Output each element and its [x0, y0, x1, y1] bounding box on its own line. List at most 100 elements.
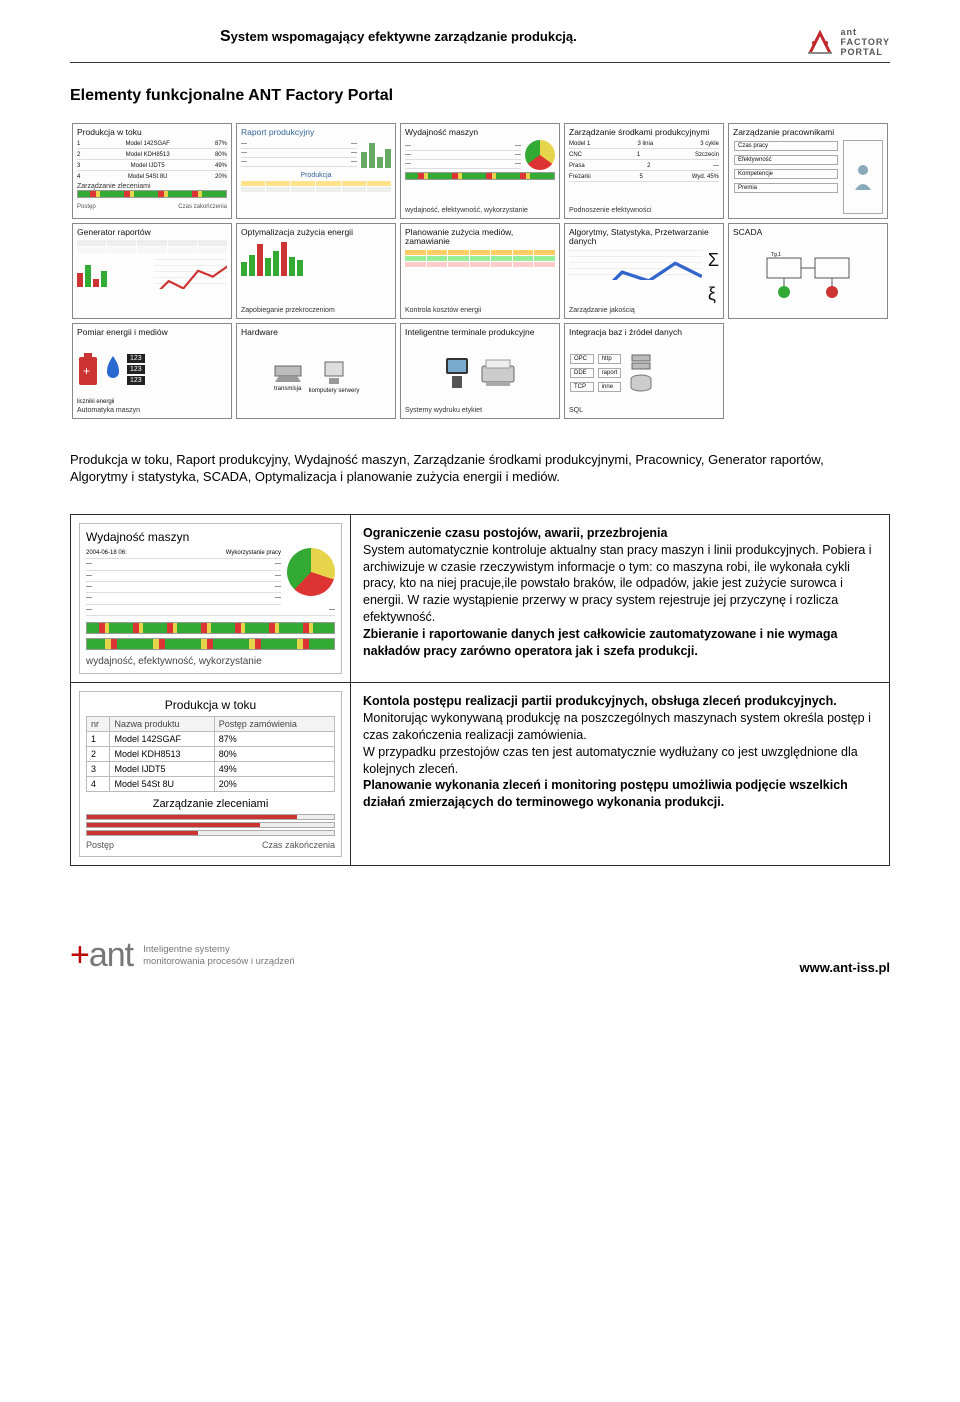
tile-title: Hardware [241, 328, 391, 338]
widget-sub: Zarządzanie zleceniami [86, 798, 335, 810]
meter-value: 123 [127, 365, 145, 374]
th: Nazwa produktu [110, 717, 214, 732]
ant-logo-icon [806, 29, 834, 57]
td: 20% [214, 777, 334, 792]
footer-brand: +ant Inteligentne systemy monitorowania … [70, 936, 295, 975]
header-logo: ant FACTORY PORTAL [806, 28, 890, 58]
tile-caption: Systemy wydruku etykiet [405, 407, 555, 414]
tile-raport-produkcyjny: Raport produkcyjny —— —— —— Produkc [236, 123, 396, 219]
meter-value: 123 [127, 376, 145, 385]
tile-title: Integracja baz i źródeł danych [569, 328, 719, 338]
feature-lead: Kontola postępu realizacji partii produk… [363, 694, 837, 708]
tile-title: Pomiar energii i mediów [77, 328, 227, 338]
tile-title: Planowanie zużycia mediów, zamawianie [405, 228, 555, 248]
tile-title: Zarządzanie pracownikami [733, 128, 883, 138]
td: 49% [214, 762, 334, 777]
th: Postęp zamówienia [214, 717, 334, 732]
tile-title: Produkcja w toku [77, 128, 227, 138]
tile-caption: komputery serwery [309, 388, 360, 394]
tile-pracownicy: Zarządzanie pracownikami Czas pracyEfekt… [728, 123, 888, 219]
tile-srodki-produkcyjne: Zarządzanie środkami produkcyjnymi Model… [564, 123, 724, 219]
svg-text:+: + [83, 364, 90, 378]
widget-title: Produkcja w toku [86, 698, 335, 712]
widget-footer: wydajność, efektywność, wykorzystanie [86, 656, 335, 667]
tile-title: Optymalizacja zużycia energii [241, 228, 391, 238]
integration-tag: raport [598, 368, 622, 378]
tile-caption: Zarządzanie zleceniami [77, 183, 227, 190]
tile-optymalizacja-energii: Optymalizacja zużycia energii Zapobiegan… [236, 223, 396, 319]
product-table: nr Nazwa produktu Postęp zamówienia 1Mod… [86, 716, 335, 792]
tile-title: Algorytmy, Statystyka, Przetwarzanie dan… [569, 228, 719, 248]
integration-tag: TCP [570, 382, 594, 392]
td: Model 54St 8U [110, 777, 214, 792]
table-row: Wydajność maszyn 2004-06-18 06:Wykorzyst… [71, 514, 890, 682]
tile-integracja: Integracja baz i źródeł danych OPC http … [564, 323, 724, 419]
tile-produkcja-w-toku: Produkcja w toku 1Model 142SGAF87% 2Mode… [72, 123, 232, 219]
tile-caption: Kontrola kosztów energii [405, 307, 555, 314]
td: Model IJDT5 [110, 762, 214, 777]
tile-empty [728, 323, 888, 419]
feature-text-cell: Kontola postępu realizacji partii produk… [351, 683, 890, 866]
tile-title: Wydajność maszyn [405, 128, 555, 138]
tile-algorytmy: Algorytmy, Statystyka, Przetwarzanie dan… [564, 223, 724, 319]
section-title: Elementy funkcjonalne ANT Factory Portal [70, 87, 890, 105]
td: 2 [87, 747, 110, 762]
tile-scada: SCADA Tg.1 [728, 223, 888, 319]
tile-hardware: Hardware transmisja komputery serwery [236, 323, 396, 419]
feature-body2: Planowanie wykonania zleceń i monitoring… [363, 778, 848, 809]
tile-planowanie-mediow: Planowanie zużycia mediów, zamawianie Ko… [400, 223, 560, 319]
tiles-grid: Produkcja w toku 1Model 142SGAF87% 2Mode… [70, 121, 890, 421]
td: 87% [214, 732, 334, 747]
feature-body: Monitorując wykonywaną produkcję na posz… [363, 711, 871, 776]
header-tagline: System wspomagający efektywne zarządzani… [70, 28, 577, 46]
integration-tag: http [598, 354, 622, 364]
integration-tag: inne [598, 382, 622, 392]
page-header: System wspomagający efektywne zarządzani… [70, 20, 890, 63]
tile-caption: Produkcja [241, 172, 391, 179]
sigma-icon: Σ [708, 250, 719, 271]
tile-pomiar-energii: Pomiar energii i mediów + 123 123 123 li… [72, 323, 232, 419]
footer-sub2: monitorowania procesów i urządzeń [143, 956, 295, 968]
table-row: Produkcja w toku nr Nazwa produktu Postę… [71, 683, 890, 866]
pie-icon [287, 548, 335, 596]
td: 4 [87, 777, 110, 792]
td: Model KDH8513 [110, 747, 214, 762]
logo-line3: PORTAL [840, 48, 890, 58]
integration-tag: DDE [570, 368, 594, 378]
td: 3 [87, 762, 110, 777]
tile-caption: Podnoszenie efektywności [569, 207, 719, 214]
td: 1 [87, 732, 110, 747]
tile-caption: SQL [569, 407, 719, 414]
footer-url: www.ant-iss.pl [799, 960, 890, 975]
logo-text: ant FACTORY PORTAL [840, 28, 890, 58]
feature-body: System automatycznie kontroluje aktualny… [363, 543, 872, 625]
tile-caption: Automatyka maszyn [77, 407, 227, 414]
tile-wydajnosc-maszyn: Wydajność maszyn —— —— —— wydajność, efe… [400, 123, 560, 219]
integration-tag: OPC [570, 354, 594, 364]
widget-foot-right: Czas zakończenia [262, 840, 335, 850]
tile-caption: wydajność, efektywność, wykorzystanie [405, 207, 555, 214]
feature-widget-cell: Produkcja w toku nr Nazwa produktu Postę… [71, 683, 351, 866]
feature-table: Wydajność maszyn 2004-06-18 06:Wykorzyst… [70, 514, 890, 866]
tile-caption: Zapobieganie przekroczeniom [241, 307, 391, 314]
feature-body2: Zbieranie i raportowanie danych jest cał… [363, 627, 837, 658]
svg-text:Tg.1: Tg.1 [771, 252, 781, 258]
tile-title: Generator raportów [77, 228, 227, 238]
page-footer: +ant Inteligentne systemy monitorowania … [70, 926, 890, 975]
footer-sub1: Inteligentne systemy [143, 944, 295, 956]
tile-title: Raport produkcyjny [241, 128, 391, 138]
intro-paragraph: Produkcja w toku, Raport produkcyjny, Wy… [70, 451, 830, 486]
feature-lead: Ograniczenie czasu postojów, awarii, prz… [363, 526, 667, 540]
feature-text-cell: Ograniczenie czasu postojów, awarii, prz… [351, 514, 890, 682]
tile-title: Inteligentne terminale produkcyjne [405, 328, 555, 338]
meter-value: 123 [127, 354, 145, 363]
th: nr [87, 717, 110, 732]
widget-wydajnosc: Wydajność maszyn 2004-06-18 06:Wykorzyst… [79, 523, 342, 674]
ant-logo-text: +ant [70, 936, 133, 975]
feature-widget-cell: Wydajność maszyn 2004-06-18 06:Wykorzyst… [71, 514, 351, 682]
td: Model 142SGAF [110, 732, 214, 747]
tile-title: SCADA [733, 228, 883, 238]
header-tagline-text: ystem wspomagający efektywne zarządzanie… [231, 29, 577, 44]
tile-title: Zarządzanie środkami produkcyjnymi [569, 128, 719, 138]
feature-text: Ograniczenie czasu postojów, awarii, prz… [363, 525, 877, 660]
